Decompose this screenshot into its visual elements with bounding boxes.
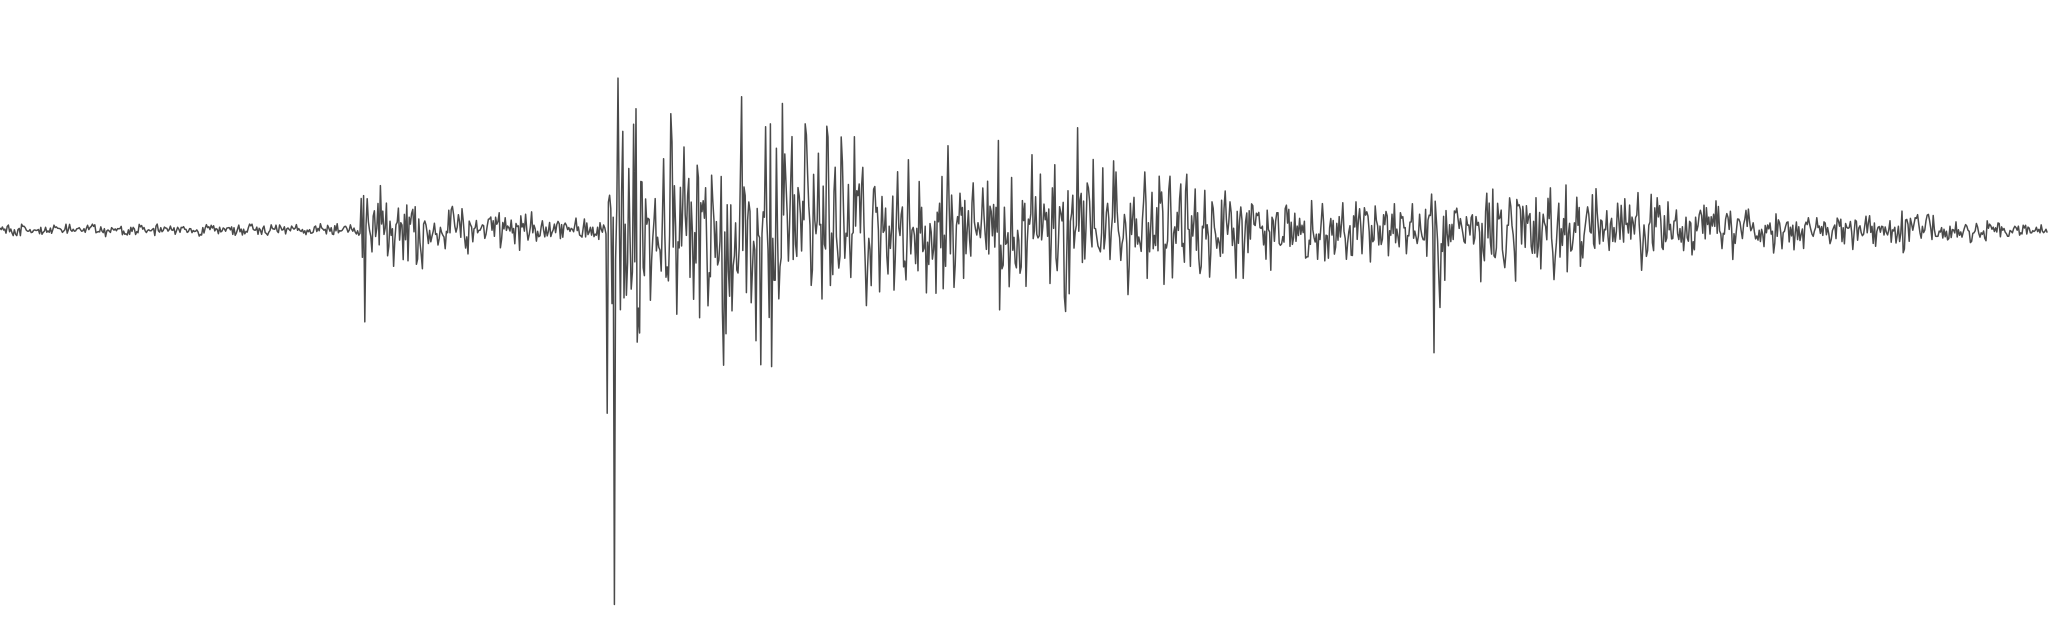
seismogram-waveform [0, 0, 2048, 633]
seismogram-trace [0, 78, 2047, 604]
seismogram-svg [0, 0, 2048, 633]
